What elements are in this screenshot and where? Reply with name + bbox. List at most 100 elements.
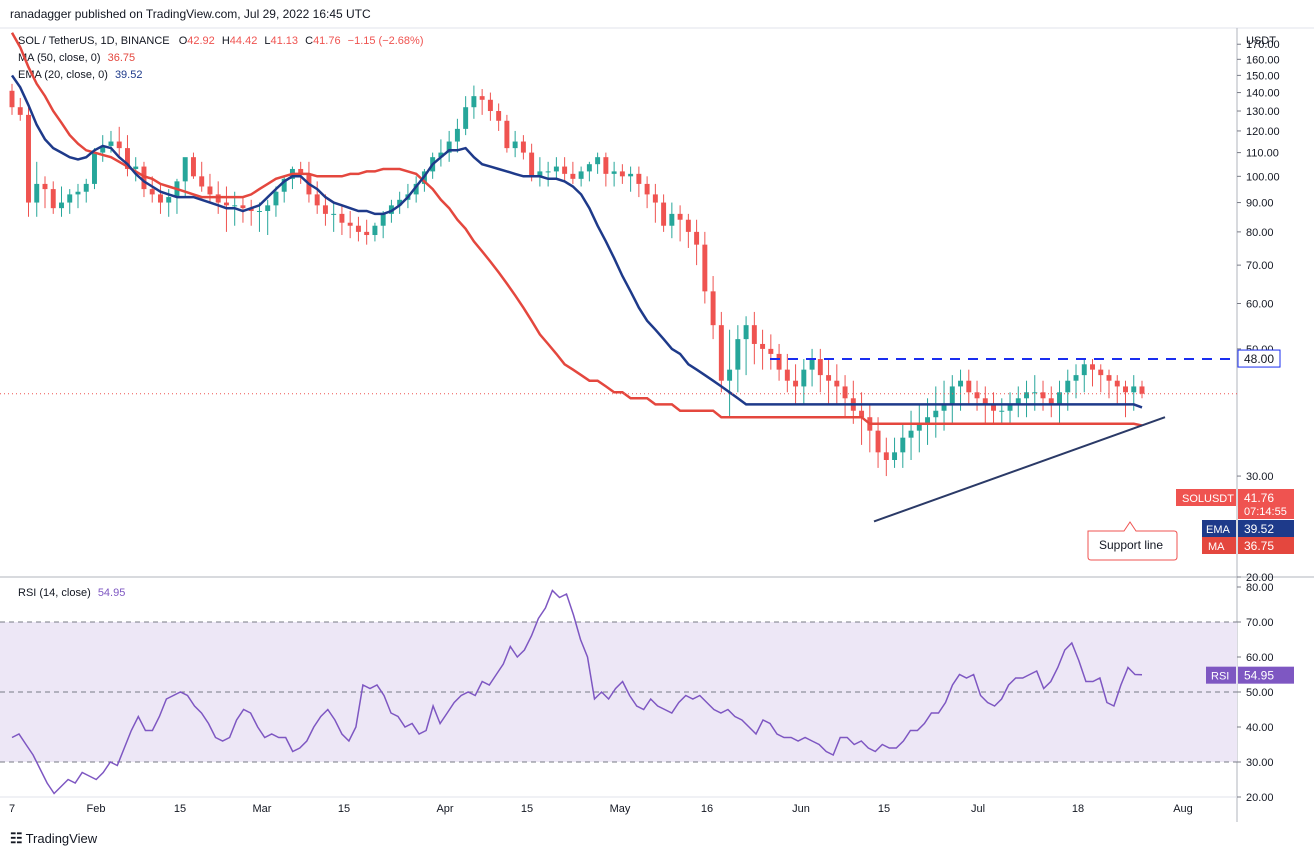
candle-body bbox=[669, 213, 675, 226]
candle-body bbox=[223, 202, 229, 206]
candle-body bbox=[207, 186, 213, 195]
candle-body bbox=[413, 183, 419, 195]
candle-body bbox=[529, 152, 535, 177]
candle-body bbox=[92, 152, 97, 184]
candle-body bbox=[611, 171, 617, 174]
candle-body bbox=[504, 120, 510, 149]
candle-body bbox=[67, 194, 73, 203]
candle-body bbox=[619, 171, 625, 177]
price-tick-label: 150.00 bbox=[1246, 70, 1280, 82]
time-tick-label: May bbox=[610, 803, 631, 815]
symbol-name: SOL / TetherUS, 1D, BINANCE bbox=[18, 35, 170, 47]
rsi-tick-label: 60.00 bbox=[1246, 652, 1274, 664]
time-axis-ticks: 7 Feb 15 Mar 15 Apr 15 May 16 Jun 15 Jul 18 Aug bbox=[9, 803, 1193, 815]
last-price-tag-value: 41.76 bbox=[1244, 491, 1274, 505]
candle-body bbox=[1007, 404, 1013, 411]
candle-body bbox=[1057, 392, 1062, 405]
candle-body bbox=[702, 244, 708, 292]
candle-body bbox=[1090, 364, 1095, 370]
candle-body bbox=[215, 194, 221, 203]
price-axis-ticks: 170.00 160.00 150.00 140.00 130.00 120.00 110.… bbox=[1237, 39, 1280, 584]
candle-body bbox=[1073, 375, 1079, 381]
candle-body bbox=[83, 183, 89, 192]
ma-legend[interactable]: MA (50, close, 0) 36.75 bbox=[18, 52, 136, 64]
price-tick-label: 170.00 bbox=[1246, 39, 1280, 51]
candle-body bbox=[817, 359, 823, 376]
candle-body bbox=[397, 199, 403, 206]
candle-body bbox=[256, 210, 262, 212]
time-tick-label: 15 bbox=[174, 803, 186, 815]
time-tick-label: Jul bbox=[971, 803, 985, 815]
candle-body bbox=[1065, 380, 1071, 393]
indicator-lines bbox=[10, 32, 1143, 795]
rsi-tick-label: 30.00 bbox=[1246, 757, 1274, 769]
candle-body bbox=[628, 173, 634, 177]
candle-body bbox=[347, 222, 353, 226]
candle-body bbox=[735, 339, 741, 370]
ema-line bbox=[10, 74, 1143, 409]
candle-body bbox=[685, 219, 691, 232]
candle-body bbox=[149, 189, 155, 195]
candle-body bbox=[331, 213, 337, 215]
candle-body bbox=[545, 171, 551, 173]
time-tick-label: Jun bbox=[792, 803, 810, 815]
candle-body bbox=[157, 194, 163, 203]
candle-body bbox=[570, 173, 576, 179]
last-price-tag bbox=[1238, 489, 1294, 519]
ema-tag-label: EMA bbox=[1206, 524, 1231, 536]
candle-body bbox=[322, 205, 328, 214]
candle-body bbox=[727, 369, 733, 381]
support-line-callout bbox=[1087, 521, 1178, 561]
ema-legend[interactable]: EMA (20, close, 0) 39.52 bbox=[18, 69, 143, 81]
candle-body bbox=[991, 404, 997, 411]
tradingview-footer[interactable]: ☷︎ TradingView bbox=[10, 830, 97, 847]
candle-body bbox=[636, 173, 642, 184]
candle-body bbox=[446, 141, 452, 153]
candle-body bbox=[190, 157, 196, 177]
candle-body bbox=[496, 111, 502, 121]
candle-body bbox=[949, 386, 955, 405]
ma-line bbox=[10, 32, 1143, 427]
candle-body bbox=[182, 157, 188, 182]
candle-body bbox=[454, 128, 460, 142]
candle-body bbox=[1123, 386, 1128, 393]
candle-body bbox=[842, 386, 848, 399]
candle-body bbox=[999, 410, 1005, 412]
ohlc-close: C41.76 bbox=[305, 35, 341, 47]
candles bbox=[9, 83, 1145, 477]
candle-body bbox=[314, 194, 320, 206]
candle-body bbox=[471, 96, 477, 108]
ema-price-tag-value: 39.52 bbox=[1244, 522, 1274, 536]
candle-body bbox=[34, 183, 40, 203]
candle-body bbox=[355, 225, 361, 232]
price-tick-label: 100.00 bbox=[1246, 171, 1280, 183]
time-tick-label: 16 bbox=[701, 803, 713, 815]
time-tick-label: Mar bbox=[253, 803, 272, 815]
rsi-line bbox=[11, 589, 1143, 795]
candle-body bbox=[463, 107, 469, 129]
price-tick-label: 140.00 bbox=[1246, 88, 1280, 100]
candle-body bbox=[1131, 386, 1137, 393]
rsi-price-tag-value: 54.95 bbox=[1244, 669, 1274, 683]
candle-body bbox=[933, 410, 939, 418]
time-tick-label: 7 bbox=[9, 803, 15, 815]
candle-body bbox=[892, 452, 898, 460]
rsi-tick-label: 80.00 bbox=[1246, 582, 1274, 594]
rsi-band-fill bbox=[0, 622, 1237, 762]
rsi-legend[interactable]: RSI (14, close) 54.95 bbox=[18, 587, 126, 599]
rsi-tick-label: 40.00 bbox=[1246, 722, 1274, 734]
time-tick-label: Feb bbox=[87, 803, 106, 815]
ohlc-high: H44.42 bbox=[221, 35, 258, 47]
candle-body bbox=[265, 205, 271, 211]
candle-body bbox=[694, 231, 700, 245]
candle-body bbox=[199, 176, 205, 187]
candle-body bbox=[487, 99, 493, 112]
publisher-line: ranadagger published on TradingView.com,… bbox=[10, 7, 371, 21]
ema-tag bbox=[1202, 520, 1236, 537]
candle-body bbox=[108, 141, 114, 146]
ema-price-tag bbox=[1238, 520, 1294, 537]
candle-body bbox=[982, 398, 988, 405]
candle-body bbox=[751, 325, 757, 344]
rsi-tick-label: 20.00 bbox=[1246, 792, 1274, 804]
